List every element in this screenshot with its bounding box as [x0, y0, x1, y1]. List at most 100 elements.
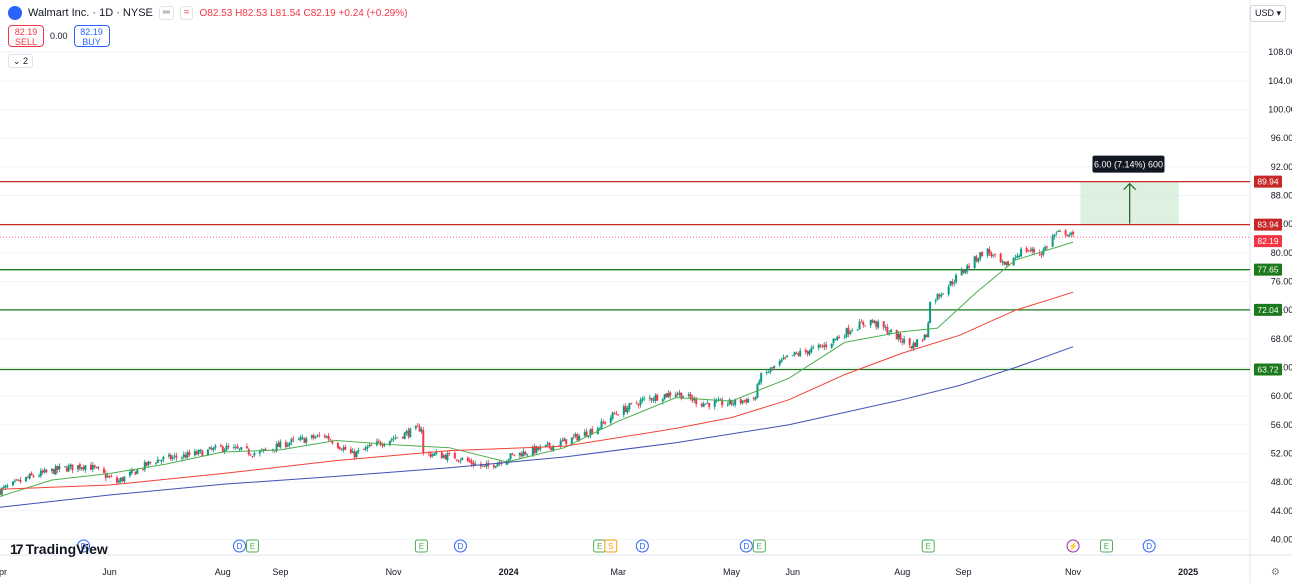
candle-body	[953, 282, 956, 284]
compare-icon[interactable]: ═	[158, 6, 174, 20]
price-tag-label: 77.65	[1257, 265, 1279, 275]
event-marker-label: E	[419, 542, 424, 551]
event-marker[interactable]	[453, 539, 467, 553]
event-marker-label: D	[237, 542, 243, 551]
candle-body	[474, 463, 477, 466]
event-marker[interactable]	[1066, 539, 1080, 553]
candle-body	[366, 446, 369, 449]
candle-body	[708, 403, 711, 407]
sell-button[interactable]: 82.19 SELL	[8, 25, 44, 47]
event-marker[interactable]	[752, 539, 766, 553]
x-tick-label: May	[723, 567, 741, 577]
candle-body	[121, 477, 124, 482]
chart-style-icon[interactable]: ≈	[179, 6, 194, 20]
candle-body	[999, 253, 1002, 263]
candle-body	[84, 465, 87, 471]
y-tick-label: 88.00	[1271, 191, 1292, 201]
candle-body	[864, 325, 867, 327]
candle-body	[6, 485, 9, 487]
candle-body	[214, 445, 217, 448]
projection-label: 6.00 (7.14%) 600	[1094, 160, 1163, 170]
candle-body	[288, 442, 291, 446]
gear-icon[interactable]: ⚙	[1271, 567, 1280, 578]
candle-body	[886, 326, 889, 334]
candle-body	[873, 320, 876, 323]
candle-body	[1070, 232, 1073, 235]
candle-body	[942, 293, 945, 295]
candle-body	[611, 412, 614, 419]
candle-body	[884, 327, 887, 329]
event-marker[interactable]	[739, 539, 753, 553]
event-marker-label: D	[458, 542, 464, 551]
candle-body	[54, 466, 57, 475]
tradingview-mark-icon: 17	[10, 541, 24, 557]
event-marker[interactable]	[635, 539, 649, 553]
candle-body	[440, 452, 443, 459]
symbol-title[interactable]: Walmart Inc. · 1D · NYSE	[28, 7, 153, 19]
event-marker[interactable]	[1142, 539, 1156, 553]
event-marker-label: D	[81, 542, 87, 551]
candle-body	[4, 485, 7, 488]
candle-body	[628, 403, 631, 410]
candle-body	[858, 321, 861, 330]
candle-body	[851, 330, 854, 332]
candle-body	[173, 455, 176, 457]
candle-body	[665, 393, 668, 397]
candle-body	[845, 328, 848, 337]
event-marker[interactable]	[921, 539, 935, 553]
x-tick-label: Jun	[102, 567, 117, 577]
candle-body	[721, 399, 724, 406]
candle-body	[676, 393, 679, 395]
candle-body	[91, 465, 94, 470]
candle-body	[299, 437, 302, 440]
candle-body	[468, 460, 471, 462]
candle-body	[661, 399, 664, 402]
ma-line-sma_mid	[0, 291, 1074, 490]
currency-select[interactable]: USD ▾	[1249, 5, 1286, 22]
event-marker-label: D	[1146, 542, 1152, 551]
candle-body	[951, 281, 954, 285]
event-marker[interactable]	[77, 539, 91, 553]
candle-body	[123, 476, 126, 482]
candle-body	[895, 329, 898, 340]
candle-body	[1003, 261, 1006, 265]
candle-body	[310, 435, 313, 438]
candle-body	[765, 371, 768, 373]
candle-body	[546, 443, 549, 445]
candle-body	[938, 294, 941, 297]
candle-body	[1038, 252, 1041, 254]
candle-body	[69, 464, 72, 467]
event-marker[interactable]	[414, 539, 428, 553]
buy-button[interactable]: 82.19 BUY	[73, 25, 110, 47]
indicator-toggle-button[interactable]: ⌄ 2	[8, 54, 34, 68]
event-marker-label: D	[639, 542, 645, 551]
candle-body	[290, 439, 293, 443]
candle-body	[526, 454, 529, 456]
candle-body	[1053, 234, 1056, 237]
candle-body	[65, 467, 68, 472]
event-marker[interactable]	[604, 539, 618, 553]
candle-body	[847, 327, 850, 335]
candle-body	[626, 408, 629, 413]
candle-body	[550, 447, 553, 451]
event-marker-label: E	[1104, 542, 1109, 551]
event-marker[interactable]	[232, 539, 246, 553]
candle-body	[56, 466, 59, 471]
candle-body	[208, 447, 211, 450]
candle-body	[429, 453, 432, 457]
event-marker[interactable]	[245, 539, 259, 553]
candle-body	[58, 466, 61, 470]
candle-body	[169, 454, 172, 460]
candle-body	[67, 465, 70, 472]
candle-body	[26, 477, 29, 478]
spread-value: 0.00	[50, 31, 68, 41]
event-marker[interactable]	[1099, 539, 1113, 553]
candle-body	[78, 464, 81, 469]
candle-body	[656, 394, 659, 401]
candles	[0, 229, 1075, 497]
candle-body	[262, 449, 265, 451]
candle-body	[524, 452, 527, 455]
candle-body	[758, 381, 761, 385]
candle-body	[405, 431, 408, 434]
